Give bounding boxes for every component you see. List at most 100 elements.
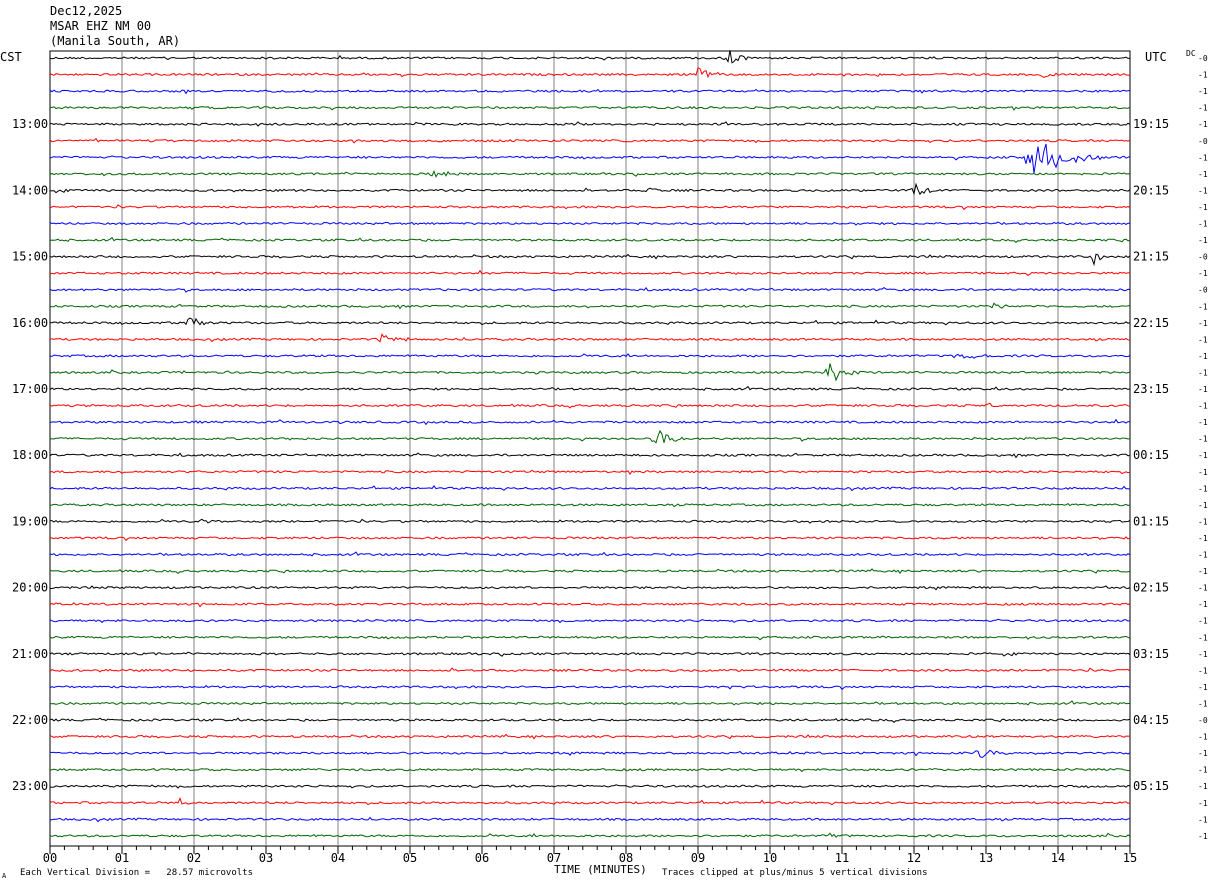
dc-offset-label: -1 (1198, 683, 1208, 692)
trace-line (49, 618, 1131, 624)
trace-line (49, 749, 1131, 759)
utc-hour-label: 02:15 (1133, 581, 1169, 595)
trace-line (49, 333, 1131, 343)
cst-hour-label: 13:00 (12, 117, 48, 131)
trace-line (49, 768, 1131, 773)
dc-offset-label: -1 (1198, 418, 1208, 427)
dc-offset-label: -1 (1198, 617, 1208, 626)
utc-hour-label: 22:15 (1133, 316, 1169, 330)
dc-offset-label: -1 (1198, 385, 1208, 394)
trace-line (49, 536, 1131, 542)
cst-hour-label: 17:00 (12, 382, 48, 396)
x-tick-label: 02 (187, 851, 201, 865)
dc-offset-label: -0 (1198, 286, 1208, 295)
x-tick-label: 10 (763, 851, 777, 865)
trace-line (49, 363, 1131, 382)
dc-offset-label: -1 (1198, 517, 1208, 526)
dc-offset-label: -1 (1198, 567, 1208, 576)
utc-hour-label: 19:15 (1133, 117, 1169, 131)
dc-offset-label: -1 (1198, 600, 1208, 609)
trace-line (49, 717, 1131, 723)
dc-offset-label: -1 (1198, 335, 1208, 344)
dc-offset-label: -0 (1198, 137, 1208, 146)
dc-offset-label: -1 (1198, 186, 1208, 195)
trace-line (49, 317, 1131, 326)
utc-hour-label: 00:15 (1133, 448, 1169, 462)
dc-offset-label: -1 (1198, 832, 1208, 841)
dc-offset-label: -1 (1198, 368, 1208, 377)
x-tick-label: 11 (835, 851, 849, 865)
trace-line (49, 585, 1131, 591)
trace-line (49, 302, 1131, 310)
trace-line (49, 551, 1131, 557)
dc-offset-label: -0 (1198, 716, 1208, 725)
trace-line (49, 88, 1131, 95)
cst-hour-label: 23:00 (12, 779, 48, 793)
trace-line (49, 66, 1131, 79)
dc-label: DC (1186, 49, 1196, 58)
clip-note: Traces clipped at plus/minus 5 vertical … (662, 868, 928, 878)
dc-offset-label: -1 (1198, 501, 1208, 510)
trace-line (49, 797, 1131, 806)
trace-line (49, 182, 1131, 196)
dc-offset-label: -1 (1198, 87, 1208, 96)
dc-offset-label: -0 (1198, 253, 1208, 262)
utc-hour-label: 23:15 (1133, 382, 1169, 396)
trace-line (49, 385, 1131, 392)
dc-offset-label: -1 (1198, 468, 1208, 477)
trace-line (49, 568, 1131, 575)
dc-offset-label: -1 (1198, 799, 1208, 808)
trace-line (49, 50, 1130, 64)
dc-offset-label: -1 (1198, 302, 1208, 311)
utc-hour-label: 21:15 (1133, 250, 1169, 264)
dc-offset-label: -1 (1198, 534, 1208, 543)
x-tick-label: 08 (619, 851, 633, 865)
scale-note: Each Vertical Division = 28.57 microvolt… (20, 868, 253, 878)
trace-line (49, 137, 1131, 144)
trace-line (49, 502, 1131, 508)
cst-zone-label: CST (0, 50, 22, 64)
trace-line (49, 418, 1131, 426)
trace-line (49, 221, 1130, 226)
dc-offset-label: -1 (1198, 352, 1208, 361)
dc-offset-label: -1 (1198, 435, 1208, 444)
utc-hour-label: 01:15 (1133, 514, 1169, 528)
x-axis-label: TIME (MINUTES) (554, 863, 647, 876)
x-tick-label: 06 (475, 851, 489, 865)
x-tick-label: 05 (403, 851, 417, 865)
cst-hour-label: 16:00 (12, 316, 48, 330)
label-layer: 00 01 02 03 04 05 06 07 08 09 10 11 12 13 14 15 -0 -1 -1 -1… (12, 54, 1208, 865)
trace-line (49, 784, 1131, 789)
trace-line (49, 429, 1131, 444)
dc-offset-label: -1 (1198, 170, 1208, 179)
trace-line (49, 236, 1131, 244)
x-tick-label: 04 (331, 851, 345, 865)
trace-line (49, 143, 1131, 174)
dc-offset-label: -1 (1198, 104, 1208, 113)
dc-offset-label: -1 (1198, 120, 1208, 129)
trace-line (49, 469, 1131, 476)
trace-layer (49, 50, 1131, 838)
dc-offset-label: -1 (1198, 153, 1208, 162)
trace-line (49, 602, 1131, 608)
utc-hour-label: 04:15 (1133, 713, 1169, 727)
cst-hour-label: 14:00 (12, 183, 48, 197)
trace-line (49, 452, 1131, 459)
dc-offset-label: -1 (1198, 766, 1208, 775)
dc-offset-label: -1 (1198, 220, 1208, 229)
trace-line (49, 204, 1131, 211)
dc-offset-label: -1 (1198, 733, 1208, 742)
utc-zone-label: UTC (1145, 50, 1167, 64)
dc-offset-label: -1 (1198, 633, 1208, 642)
x-tick-label: 01 (115, 851, 129, 865)
x-tick-label: 09 (691, 851, 705, 865)
dc-offset-label: -1 (1198, 815, 1208, 824)
trace-line (49, 733, 1131, 740)
trace-line (49, 105, 1131, 111)
trace-line (49, 832, 1131, 838)
x-tick-label: 13 (979, 851, 993, 865)
utc-hour-label: 05:15 (1133, 779, 1169, 793)
dc-offset-label: -1 (1198, 551, 1208, 560)
trace-line (49, 286, 1131, 293)
dc-offset-label: -1 (1198, 650, 1208, 659)
